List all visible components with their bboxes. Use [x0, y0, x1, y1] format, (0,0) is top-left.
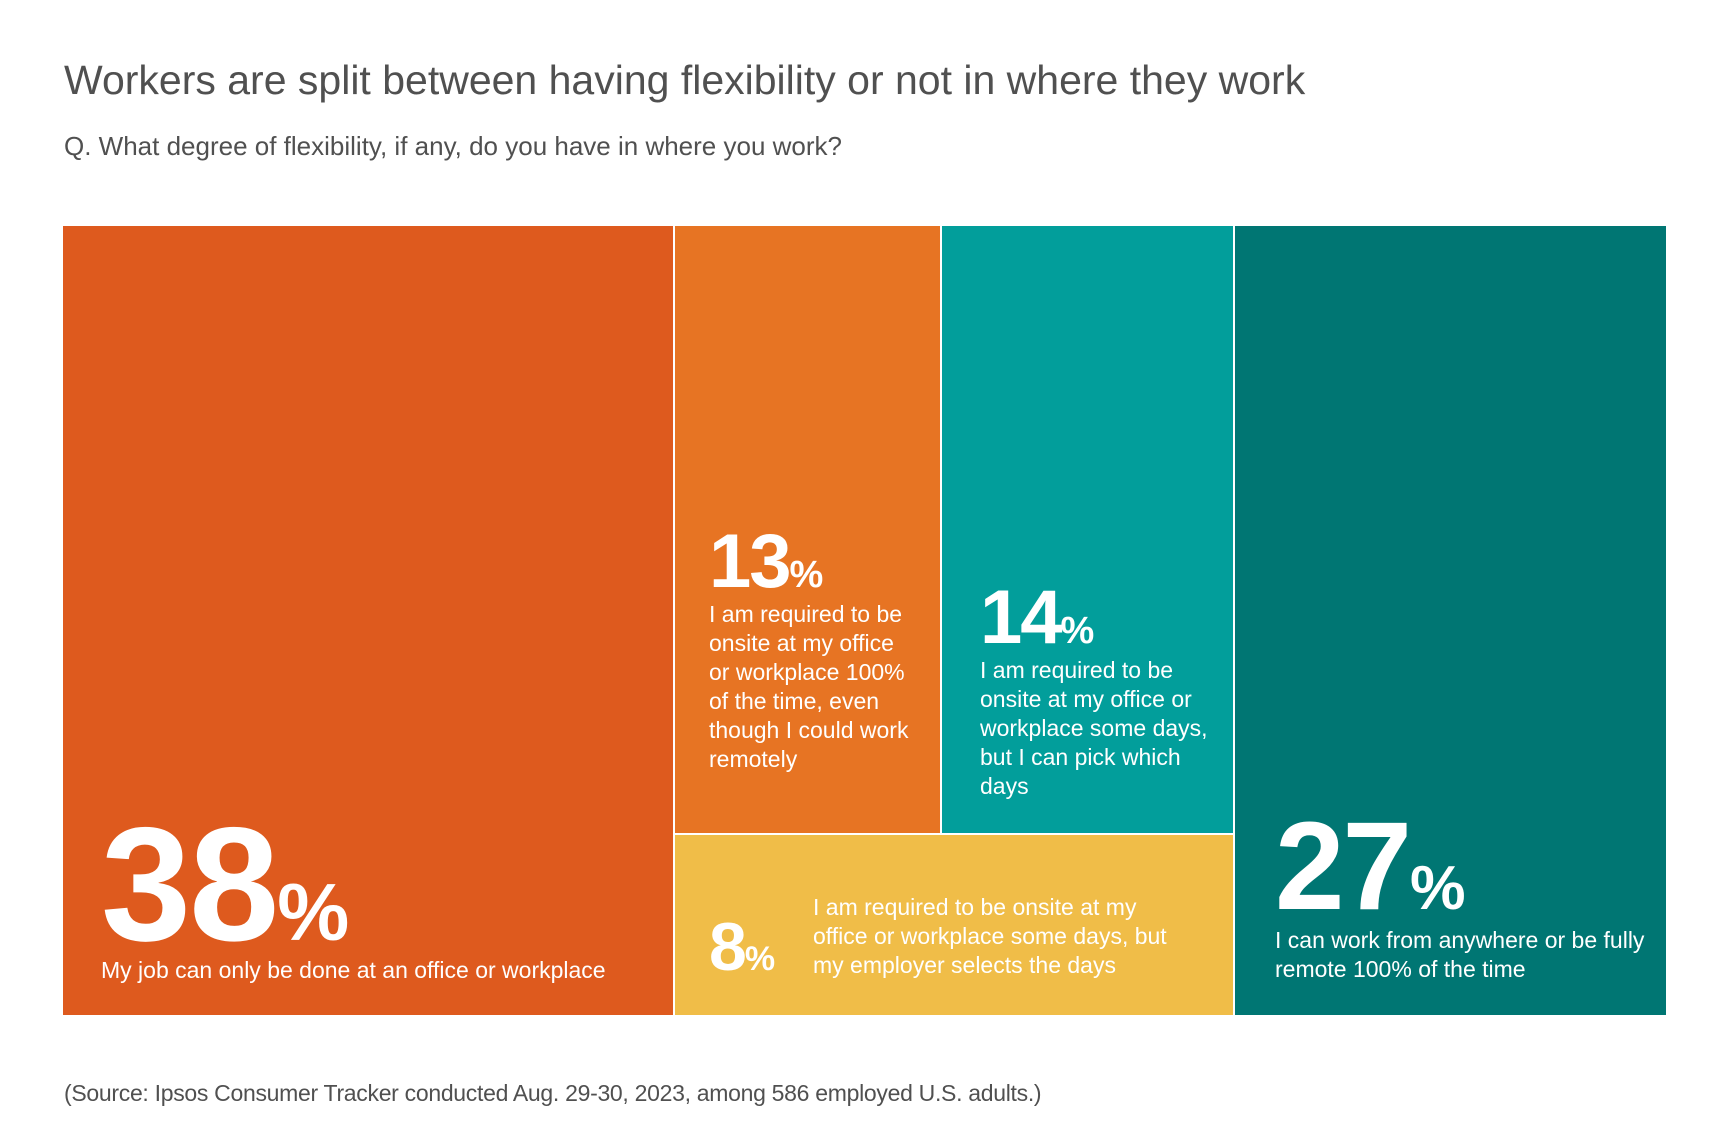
tile-value: 8	[709, 909, 747, 985]
tile-onsite-pick-days: 14% I am required to be onsite at my off…	[942, 226, 1233, 833]
tile-percent: %	[277, 868, 350, 958]
chart-subtitle: Q. What degree of flexibility, if any, d…	[64, 131, 842, 161]
tile-label: My job can only be done at an office or …	[101, 957, 606, 983]
tile-percent: %	[744, 940, 776, 978]
chart-title: Workers are split between having flexibi…	[64, 57, 1306, 103]
tile-value: 14	[980, 575, 1063, 660]
tile-percent: %	[789, 554, 824, 596]
tile-label: I am required to be onsite at my office …	[709, 601, 909, 772]
tile-label: I am required to be onsite at my office …	[980, 657, 1208, 799]
tile-onsite-full-time: 13% I am required to be onsite at my off…	[675, 226, 940, 833]
tile-value: 38	[101, 794, 279, 975]
tile-label: I am required to be onsite at my office …	[813, 894, 1167, 978]
tile-value: 27	[1275, 797, 1412, 936]
source-note: (Source: Ipsos Consumer Tracker conducte…	[64, 1080, 1042, 1106]
tile-onsite-employer-days: 8% I am required to be onsite at my offi…	[675, 835, 1233, 1015]
tile-label: I can work from anywhere or be fully rem…	[1275, 927, 1645, 982]
tile-value: 13	[709, 519, 792, 604]
tile-percent: %	[1060, 610, 1095, 652]
tile-office-only: 38% My job can only be done at an office…	[63, 226, 673, 1015]
tile-fully-remote: 27% I can work from anywhere or be fully…	[1235, 226, 1666, 1015]
tile-percent: %	[1410, 853, 1466, 923]
